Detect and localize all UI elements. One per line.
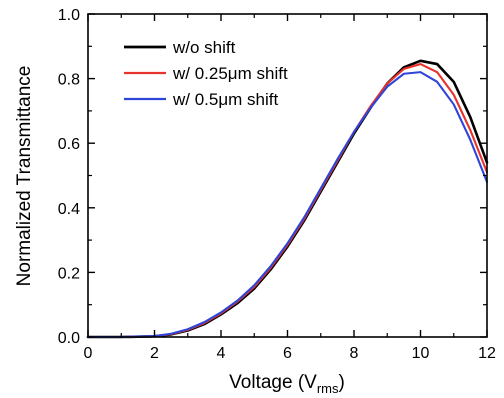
legend: w/o shift w/ 0.25μm shift w/ 0.5μm shift bbox=[124, 38, 288, 109]
x-tick-label: 12 bbox=[478, 345, 496, 362]
plot-lines bbox=[86, 59, 489, 339]
x-tick-label: 6 bbox=[283, 345, 292, 362]
y-tick-label: 1.0 bbox=[58, 7, 80, 24]
x-tick-label: 10 bbox=[412, 345, 430, 362]
y-tick-label: 0.2 bbox=[58, 265, 80, 282]
x-axis-title: Voltage (Vrms) bbox=[229, 372, 345, 396]
y-axis-title: Normalized Transmittance bbox=[14, 66, 35, 287]
series-line-2 bbox=[86, 71, 489, 339]
y-tick-label: 0.0 bbox=[58, 330, 80, 347]
legend-label-2: w/ 0.5μm shift bbox=[172, 90, 278, 109]
y-tick-label: 0.8 bbox=[58, 72, 80, 89]
x-axis-title-close: ) bbox=[339, 372, 345, 393]
legend-label-1: w/ 0.25μm shift bbox=[172, 64, 288, 83]
x-tick-label: 8 bbox=[350, 345, 359, 362]
x-tick-label: 2 bbox=[150, 345, 159, 362]
x-axis-title-main: Voltage (V bbox=[229, 372, 317, 393]
series-line-1 bbox=[86, 63, 489, 339]
x-tick-label: 4 bbox=[217, 345, 226, 362]
axis-ticks: 0 2 4 6 8 10 12 0.0 0.2 0.4 0.6 0.8 1.0 bbox=[58, 7, 496, 362]
legend-label-0: w/o shift bbox=[172, 38, 236, 57]
x-axis-title-subscript: rms bbox=[317, 381, 339, 396]
series-line-0 bbox=[86, 59, 489, 339]
y-tick-label: 0.6 bbox=[58, 136, 80, 153]
y-tick-label: 0.4 bbox=[58, 201, 80, 218]
x-tick-label: 0 bbox=[84, 345, 93, 362]
